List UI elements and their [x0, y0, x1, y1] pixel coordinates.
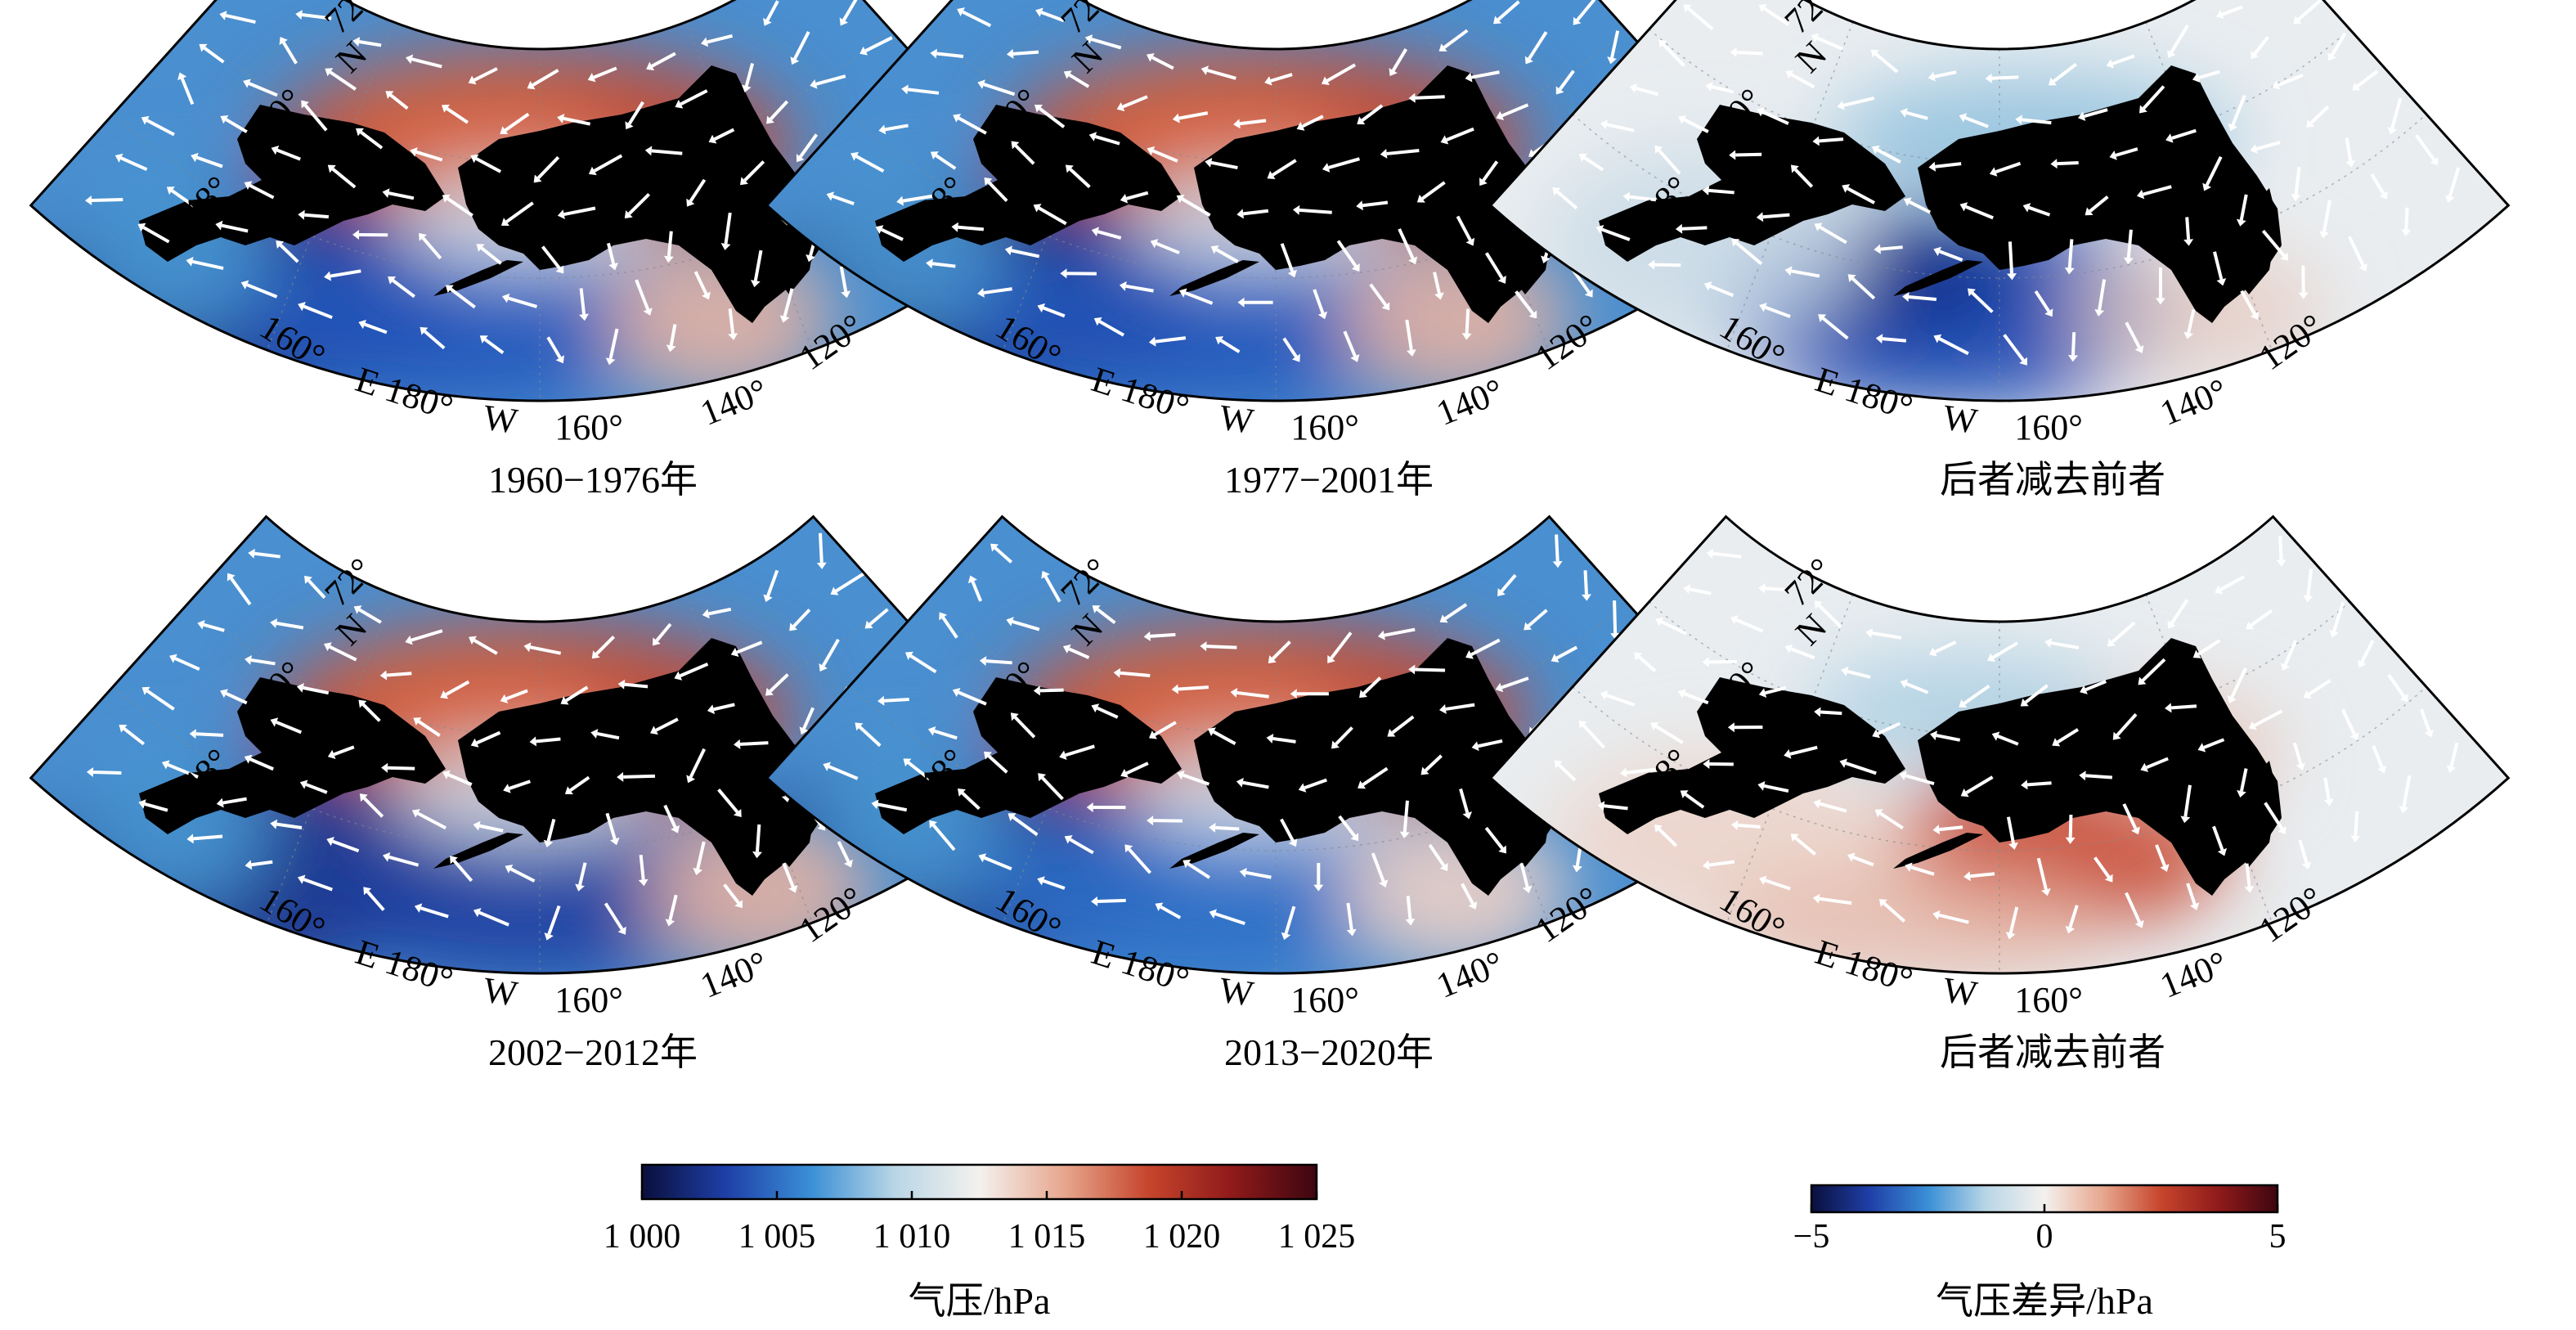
colorbar-gradient: [640, 1163, 1318, 1201]
colorbar-label: 气压差异/hPa: [1936, 1280, 2153, 1322]
land-mass-1: [139, 105, 446, 262]
colorbar-tick-label-2: 0: [2036, 1218, 2053, 1256]
land-mass-2: [1918, 638, 2282, 896]
panel-caption-2: 1977−2001年: [1224, 459, 1434, 501]
land-mass-2: [1918, 65, 2282, 323]
land-mass-4: [2237, 761, 2278, 867]
lon-label-4: 160°: [2014, 407, 2083, 447]
map-boundary: [1488, 514, 2511, 975]
colorbar-tick-label-4: 1 015: [1008, 1218, 1086, 1256]
colorbar-tick-label-1: 1 000: [604, 1218, 681, 1256]
lon-label-3: W: [1941, 969, 1980, 1013]
lon-label-4: 160°: [554, 980, 623, 1020]
land-mass-2: [458, 638, 822, 896]
colorbar-label: 气压/hPa: [909, 1280, 1051, 1322]
lon-label-4: 160°: [554, 407, 623, 447]
land-mass-1: [139, 677, 446, 834]
colorbar-1: 1 000 1 005 1 010 1 015 1 020 1 025 气压/hPa: [604, 1163, 1356, 1322]
land-mass-2: [1194, 65, 1558, 323]
lon-label-3: W: [481, 397, 520, 441]
colorbar-tick-label-3: 5: [2269, 1218, 2287, 1256]
land-mass-4: [2237, 188, 2278, 294]
lon-label-4: 160°: [1290, 980, 1359, 1020]
panel-caption-3: 后者减去前者: [1940, 459, 2165, 501]
lon-label-3: W: [1941, 397, 1980, 441]
lon-label-3: W: [1217, 397, 1256, 441]
colorbar-tick-label-5: 1 020: [1143, 1218, 1221, 1256]
colorbar-tick-label-6: 1 025: [1278, 1218, 1356, 1256]
land-mass-3: [1169, 260, 1259, 296]
panel-caption-4: 2002−2012年: [488, 1031, 698, 1073]
land-mass-3: [1893, 260, 1983, 296]
wind-vectors: [826, 0, 1736, 362]
wind-vectors: [1552, 0, 2461, 366]
land-mass-1: [875, 677, 1182, 834]
land-mass-3: [1169, 833, 1259, 869]
land-mass-1: [1599, 105, 1905, 262]
land-mass-2: [1194, 638, 1558, 896]
land-mass-3: [433, 833, 523, 869]
colorbar-tick-label-1: −5: [1793, 1218, 1830, 1256]
lon-label-3: W: [481, 969, 520, 1013]
panel-caption-6: 后者减去前者: [1940, 1031, 2165, 1073]
colorbar-tick-label-2: 1 005: [738, 1218, 816, 1256]
lon-label-4: 160°: [1290, 407, 1359, 447]
colorbar-tick-label-3: 1 010: [873, 1218, 951, 1256]
wind-vectors: [1554, 536, 2459, 940]
lon-label-4: 160°: [2014, 980, 2083, 1020]
panel-caption-5: 2013−2020年: [1224, 1031, 1434, 1073]
lon-label-3: W: [1217, 969, 1256, 1013]
land-mass-3: [433, 260, 523, 296]
land-mass-1: [875, 105, 1182, 262]
map-boundary: [1488, 0, 2511, 402]
land-mass-1: [1599, 677, 1905, 834]
panel-caption-1: 1960−1976年: [488, 459, 698, 501]
wind-vectors: [86, 532, 1005, 941]
land-mass-3: [1893, 833, 1983, 869]
colorbar-2: −5 0 5 气压差异/hPa: [1793, 1184, 2287, 1322]
